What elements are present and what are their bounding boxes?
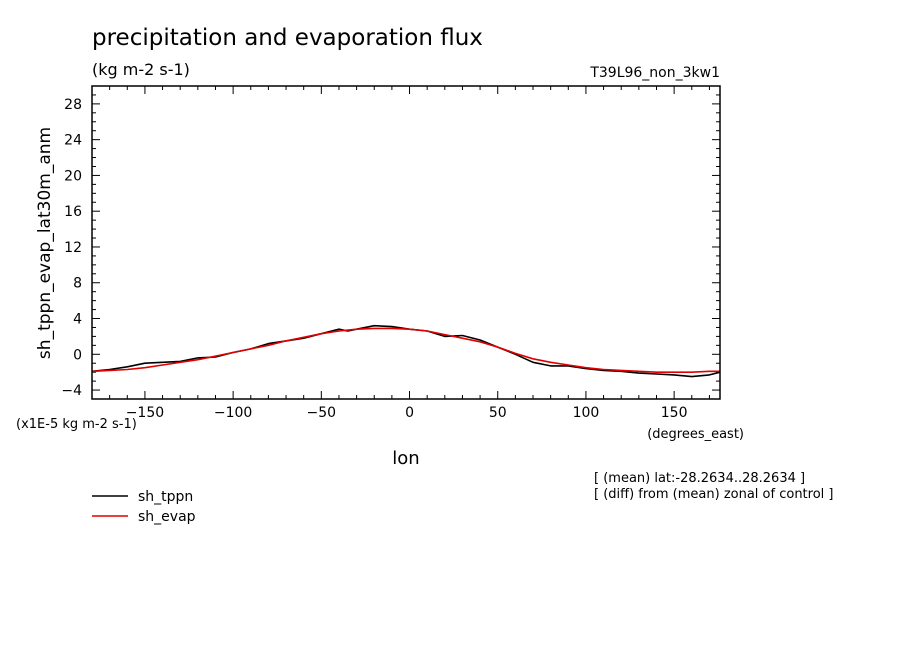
note-diff-control: [ (diff) from (mean) zonal of control ] — [594, 487, 833, 502]
x-tick-label: 50 — [489, 405, 507, 421]
x-tick-label: −150 — [126, 405, 164, 421]
y-tick-label: 12 — [64, 240, 82, 256]
legend-label-sh-tppn: sh_tppn — [138, 489, 193, 505]
y-tick-label: 8 — [73, 276, 82, 292]
note-lat-range: [ (mean) lat:-28.2634..28.2634 ] — [594, 471, 805, 486]
tick-labels: −150 −100 −50 0 50 100 150 −4 0 4 8 12 16 20 24 28 — [61, 97, 687, 421]
y-scale-note: (x1E-5 kg m-2 s-1) — [16, 417, 137, 432]
series-line-sh-tppn — [91, 324, 721, 378]
x-tick-label: 150 — [661, 405, 688, 421]
y-tick-label: −4 — [61, 383, 82, 399]
x-tick-label: −100 — [214, 405, 252, 421]
run-label: T39L96_non_3kw1 — [589, 65, 720, 81]
x-tick-label: −50 — [307, 405, 337, 421]
x-tick-label: 100 — [573, 405, 600, 421]
x-tick-label: 0 — [405, 405, 414, 421]
y-tick-label: 4 — [73, 312, 82, 328]
legend-label-sh-evap: sh_evap — [138, 509, 196, 525]
x-axis-units: (degrees_east) — [647, 427, 744, 442]
y-tick-label: 16 — [64, 204, 82, 220]
y-tick-label: 28 — [64, 97, 82, 113]
y-tick-label: 0 — [73, 347, 82, 363]
x-axis-label: lon — [392, 448, 419, 469]
plot-frame — [91, 85, 721, 400]
y-axis-label: sh_tppn_evap_lat30m_anm — [35, 127, 55, 359]
series-lines — [91, 324, 721, 378]
chart-subtitle: (kg m-2 s-1) — [92, 60, 190, 79]
series-line-sh-evap — [91, 327, 720, 374]
y-tick-label: 20 — [64, 168, 82, 184]
chart-title: precipitation and evaporation flux — [92, 25, 483, 51]
y-tick-label: 24 — [64, 133, 82, 149]
